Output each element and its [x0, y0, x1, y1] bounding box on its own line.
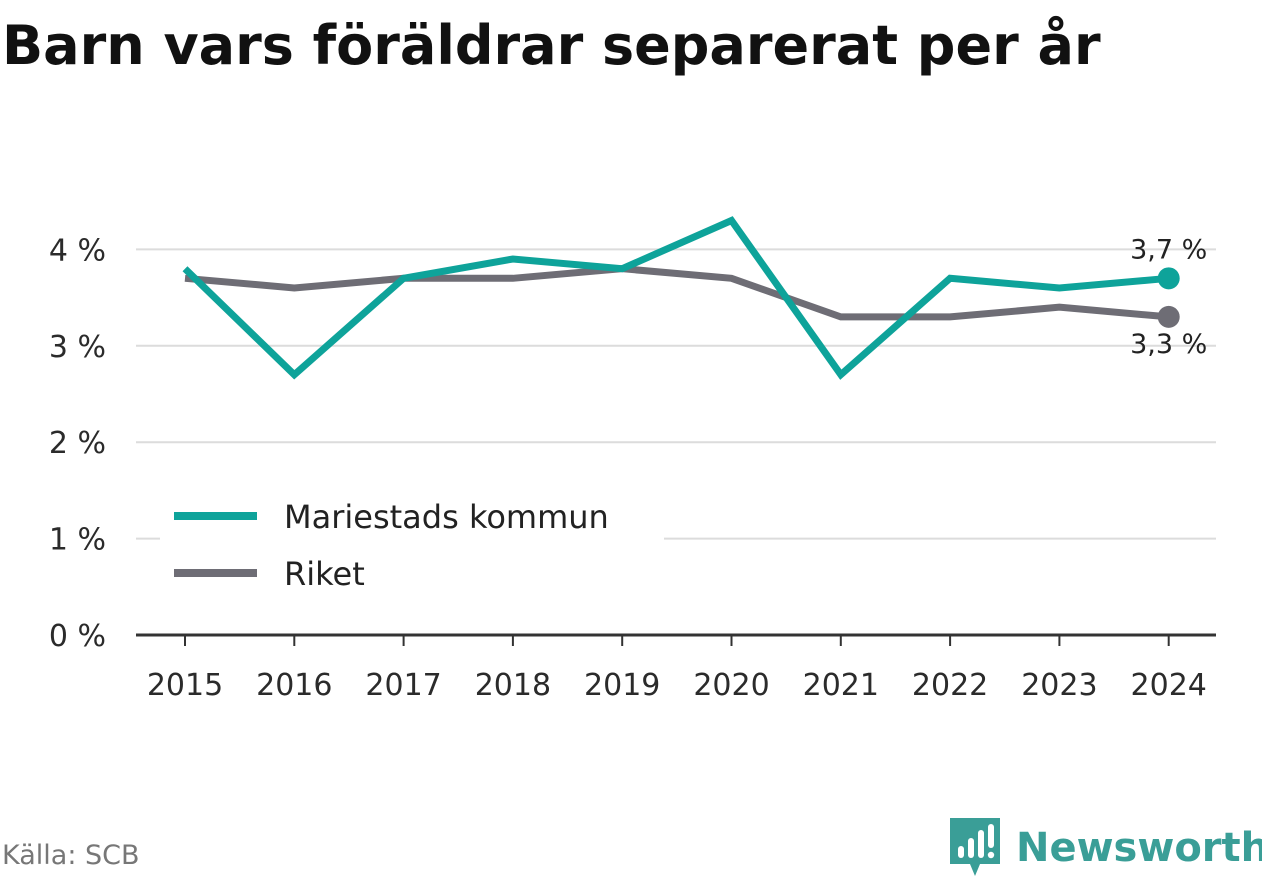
series-line-riket — [184, 265, 1170, 321]
end-point-riket — [1157, 305, 1180, 328]
x-axis — [136, 633, 1216, 646]
y-tick-label: 2 % — [49, 426, 106, 461]
x-tick-label: 2019 — [584, 668, 660, 703]
x-tick-label: 2021 — [803, 668, 879, 703]
y-axis-tick-labels: 0 % 1 % 2 % 3 % 4 % — [49, 233, 106, 654]
x-tick-label: 2023 — [1021, 668, 1097, 703]
y-tick-label: 3 % — [49, 330, 106, 365]
end-labels: 3,7 % 3,3 % — [1130, 234, 1207, 360]
x-axis-tick-labels: 2015 2016 2017 2018 2019 2020 2021 2022 2023 2024 — [147, 668, 1207, 703]
series-line-mariestads-kommun — [182, 216, 1170, 380]
x-tick-label: 2022 — [912, 668, 988, 703]
x-tick-label: 2017 — [365, 668, 441, 703]
x-tick-label: 2024 — [1131, 668, 1207, 703]
source-note: Källa: SCB — [2, 840, 140, 871]
y-tick-label: 4 % — [49, 233, 106, 268]
x-tick-label: 2020 — [693, 668, 769, 703]
series-lines — [182, 216, 1180, 380]
x-tick-label: 2016 — [256, 668, 332, 703]
brand-name: Newsworthy — [1016, 825, 1262, 871]
y-tick-label: 1 % — [49, 523, 106, 558]
brand: Newsworthy — [950, 818, 1262, 878]
x-tick-label: 2018 — [475, 668, 551, 703]
legend-background — [160, 487, 664, 609]
newsworthy-logo-icon — [950, 818, 1000, 876]
x-tick-label: 2015 — [147, 668, 223, 703]
end-label-riket: 3,3 % — [1130, 329, 1207, 360]
legend: Mariestads kommun Riket — [160, 487, 664, 609]
y-tick-label: 0 % — [49, 619, 106, 654]
end-label-mariestads-kommun: 3,7 % — [1130, 234, 1207, 265]
page-title: Barn vars föräldrar separerat per år — [2, 14, 1101, 77]
legend-label-riket: Riket — [284, 555, 365, 593]
end-point-mariestads-kommun — [1157, 267, 1180, 290]
legend-label-mariestads-kommun: Mariestads kommun — [284, 498, 609, 536]
